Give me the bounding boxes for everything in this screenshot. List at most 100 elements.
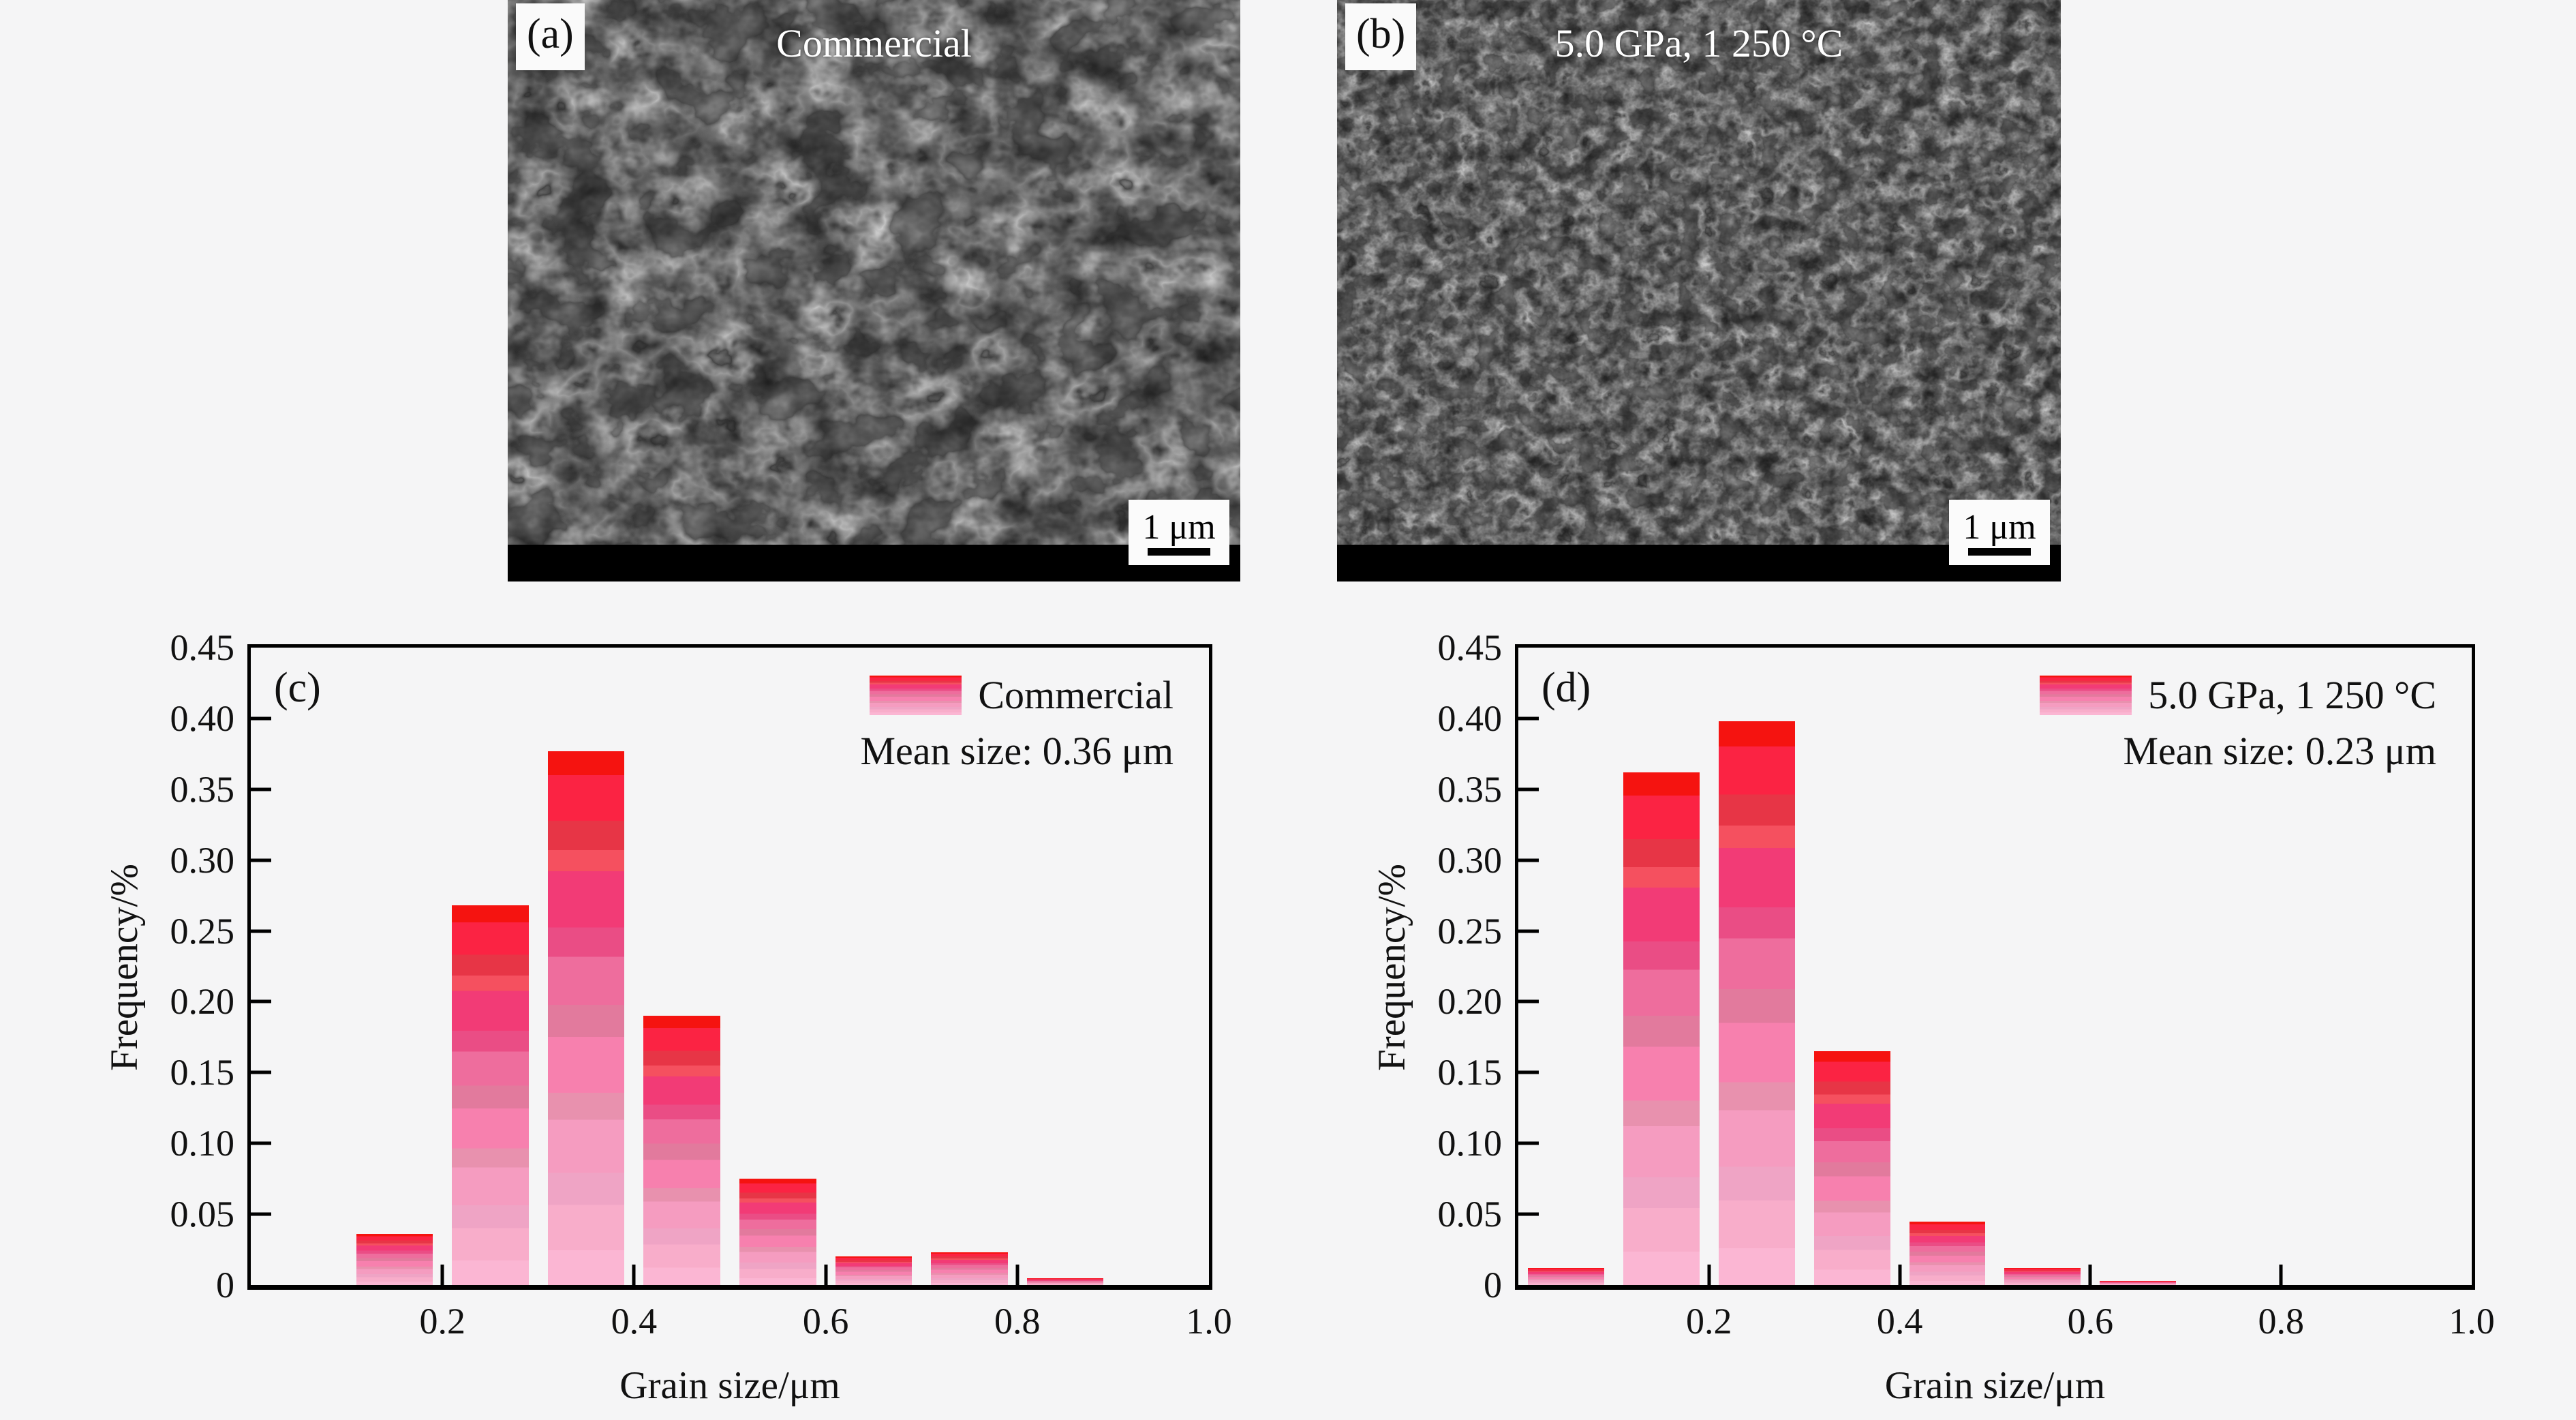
sem-b-metadata-bar: SED 20.0 kV WD 12.1 mm Std.-PC 60.0 High… [1337,545,2061,581]
histogram-bar [643,1016,720,1285]
y-tick-mark [251,1070,271,1074]
x-tick-label: 0.8 [994,1301,1041,1342]
histogram-commercial: (c) Commercial Mean size: 0.36 μm 0.2 0.4… [103,629,1232,1407]
y-tick-label: 0.45 [1437,627,1503,668]
y-tick-mark [251,1212,271,1216]
x-tick-mark [1707,1265,1711,1285]
x-axis-title: Grain size/μm [1884,1364,2106,1407]
y-tick-mark [1518,1141,1539,1145]
mean-size-annotation: Mean size: 0.23 μm [2123,728,2436,773]
histogram-bar [1623,772,1700,1285]
x-tick-label: 1.0 [2449,1301,2495,1342]
sem-micrograph-b: (b) 5.0 GPa, 1 250 °C SED 20.0 kV WD 12.… [1337,0,2061,581]
x-tick-mark [1898,1265,1902,1285]
y-tick-label: 0.35 [170,768,235,810]
panel-c-label: (c) [274,665,321,711]
y-tick-mark [251,858,271,862]
x-tick-mark [2279,1265,2283,1285]
y-tick-label: 0.25 [170,910,235,952]
plot-area: (d) 5.0 GPa, 1 250 °C Mean size: 0.23 μm… [1438,629,2495,1340]
y-tick-label: 0.20 [170,981,235,1023]
y-axis-title: Frequency/% [103,863,146,1071]
x-tick-label: 0.4 [1876,1301,1923,1342]
legend-d: 5.0 GPa, 1 250 °C Mean size: 0.23 μm [2040,674,2436,773]
y-tick-label: 0.15 [1437,1052,1503,1093]
x-tick-mark [440,1265,444,1285]
y-tick-mark [1518,929,1539,933]
panel-d-label: (d) [1542,665,1591,711]
y-tick-label: 0.30 [1437,839,1503,881]
x-axis-title: Grain size/μm [619,1364,840,1407]
y-tick-label: 0.25 [1437,910,1503,952]
panel-a-title: Commercial [776,21,972,65]
panel-b-tag: (b) [1345,3,1417,70]
y-tick-mark [251,716,271,721]
y-tick-mark [1518,1070,1539,1074]
histogram-bar [1813,1051,1890,1285]
histogram-bar [356,1234,433,1285]
sem-grain-texture-b [1337,0,2061,581]
legend-swatch [2040,675,2132,715]
x-tick-mark [824,1265,828,1285]
x-tick-label: 0.2 [419,1301,465,1342]
y-tick-mark [251,787,271,791]
panel-a-label: (a) [527,11,574,57]
mean-size-annotation: Mean size: 0.36 μm [860,728,1174,773]
x-tick-mark [2088,1265,2092,1285]
legend-row: 5.0 GPa, 1 250 °C [2040,674,2436,717]
y-tick-label: 0.40 [1437,697,1503,739]
y-tick-label: 0 [216,1265,234,1305]
histogram-bar [1718,721,1795,1285]
sem-b-scalebar-rule [1968,547,2031,556]
histogram-bar [1026,1278,1104,1285]
y-tick-mark [1518,858,1539,862]
histogram-bar [835,1256,913,1285]
x-tick-label: 0.6 [2067,1301,2114,1342]
y-axis-title: Frequency/% [1370,863,1413,1071]
legend-label: Commercial [978,673,1174,717]
x-tick-mark [632,1265,636,1285]
y-tick-mark [1518,716,1539,721]
panel-b-title: 5.0 GPa, 1 250 °C [1554,21,1843,65]
histogram-bar [452,905,529,1285]
histogram-bar [2004,1268,2081,1285]
y-tick-label: 0.30 [170,839,235,881]
y-tick-label: 0.35 [1437,768,1503,810]
legend-row: Commercial [860,674,1174,717]
y-tick-label: 0.15 [170,1052,235,1093]
sem-a-metadata-bar: SED 20.0 kV WD 12.1 mm Std.-PC 60.0 High… [508,545,1240,581]
panel-b-label: (b) [1356,11,1406,57]
legend-swatch [870,675,962,715]
histogram-high-pressure: (d) 5.0 GPa, 1 250 °C Mean size: 0.23 μm… [1370,629,2495,1407]
histogram-bar [739,1179,816,1285]
y-tick-label: 0.40 [170,697,235,739]
y-tick-label: 0.20 [1437,981,1503,1023]
y-tick-label: 0.10 [170,1123,235,1164]
y-tick-mark [1518,999,1539,1003]
y-tick-label: 0.05 [1437,1194,1503,1235]
x-tick-label: 0.2 [1686,1301,1732,1342]
legend-c: Commercial Mean size: 0.36 μm [860,674,1174,773]
x-tick-label: 0.6 [802,1301,849,1342]
histogram-bar [1527,1268,1604,1285]
y-tick-label: 0 [1484,1265,1502,1305]
y-tick-mark [1518,1212,1539,1216]
x-tick-label: 0.8 [2258,1301,2304,1342]
y-tick-label: 0.10 [1437,1123,1503,1164]
x-tick-label: 1.0 [1186,1301,1232,1342]
y-tick-mark [1518,787,1539,791]
y-tick-label: 0.05 [170,1194,235,1235]
histogram-bar [2100,1280,2177,1285]
y-tick-label: 0.45 [170,627,235,668]
panel-a-tag: (a) [516,3,585,70]
x-tick-label: 0.4 [611,1301,658,1342]
y-tick-mark [251,929,271,933]
histogram-bar [547,751,625,1285]
sem-micrograph-a: (a) Commercial SED 20.0 kV WD 12.1 mm St… [508,0,1240,581]
x-tick-mark [1015,1265,1019,1285]
histogram-bar [1909,1221,1986,1285]
histogram-bar [931,1252,1008,1285]
y-tick-mark [251,1141,271,1145]
sem-b-scalebar: 1 μm [1949,500,2050,565]
